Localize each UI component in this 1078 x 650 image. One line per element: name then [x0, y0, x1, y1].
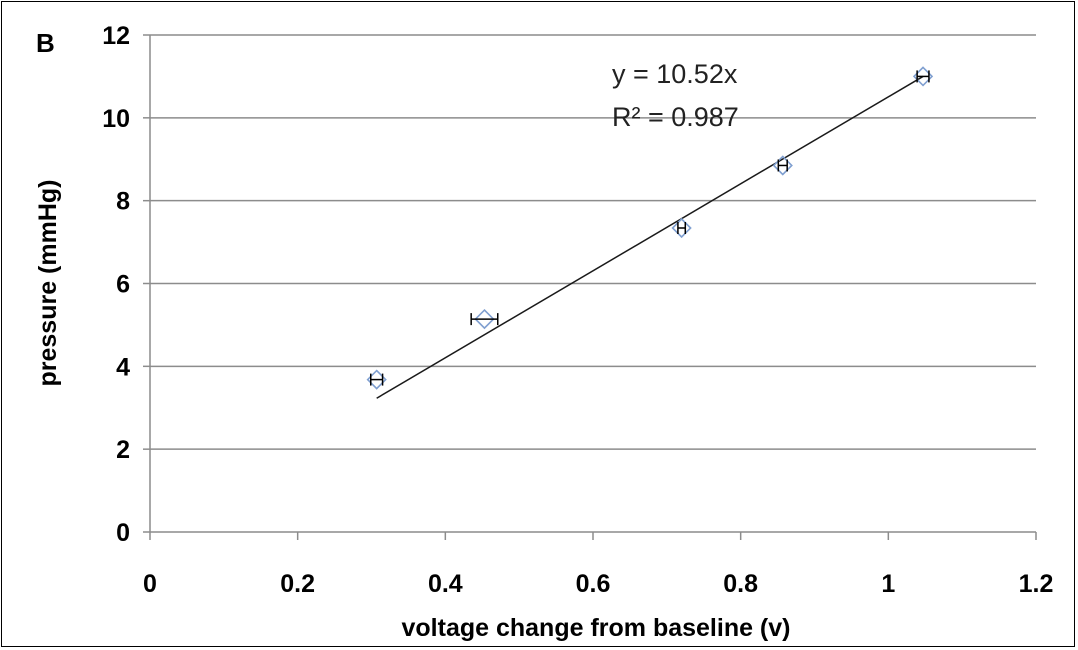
diamond-marker — [671, 217, 692, 239]
x-tick-label: 1.2 — [1019, 570, 1054, 598]
trendline — [376, 75, 924, 399]
x-tick-label: 0.2 — [280, 570, 315, 598]
x-tick-label: 0.4 — [428, 570, 463, 598]
y-tick-label: 6 — [116, 271, 130, 299]
data-point — [470, 308, 499, 330]
diamond-marker — [474, 308, 495, 330]
trendline-r-squared: R² = 0.987 — [612, 102, 739, 132]
data-point — [912, 66, 934, 87]
y-axis-title: pressure (mmHg) — [34, 180, 62, 387]
trendline-group — [376, 75, 924, 399]
panel-label: B — [36, 28, 55, 58]
diamond-marker — [772, 155, 793, 176]
data-points — [366, 66, 934, 390]
x-axis-title: voltage change from baseline (v) — [402, 614, 791, 642]
x-tick-label: 0.8 — [723, 570, 758, 598]
y-tick-label: 10 — [102, 105, 130, 133]
data-point — [772, 155, 793, 176]
y-tick-label: 0 — [116, 519, 130, 547]
axes — [143, 34, 1037, 540]
tick-labels: 0 2 4 6 8 10 12 0 0.2 0.4 0.6 0.8 1 1.2 — [102, 22, 1053, 598]
y-tick-label: 2 — [116, 436, 130, 464]
x-tick-label: 1 — [881, 570, 895, 598]
y-tick-label: 8 — [116, 188, 130, 216]
x-tick-label: 0.6 — [576, 570, 611, 598]
gridlines — [150, 34, 1036, 450]
y-tick-label: 12 — [102, 22, 130, 50]
trendline-equation: y = 10.52x — [612, 59, 738, 89]
data-point — [366, 369, 387, 390]
y-tick-label: 4 — [116, 353, 130, 381]
data-point — [671, 217, 692, 239]
x-tick-label: 0 — [143, 570, 157, 598]
